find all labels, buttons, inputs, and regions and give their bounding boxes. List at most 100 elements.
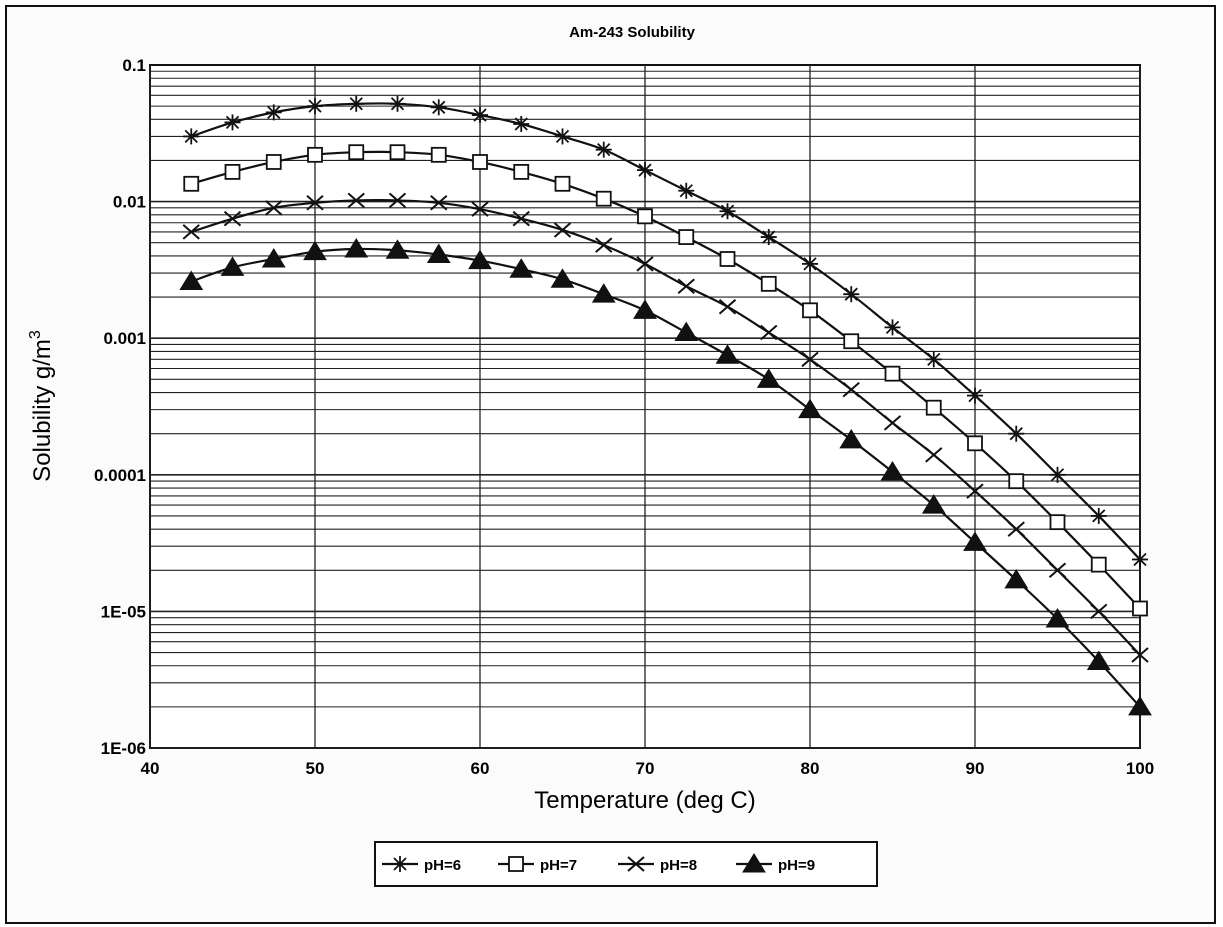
data-point-ph8 [1007, 521, 1025, 537]
data-point-ph9 [550, 268, 575, 288]
data-point-ph7 [760, 275, 777, 292]
data-point-ph6 [430, 99, 447, 116]
data-point-ph7 [967, 435, 983, 452]
data-point-ph8 [925, 447, 943, 463]
data-point-ph7 [1008, 473, 1025, 490]
data-point-ph8 [801, 351, 819, 368]
data-point-ph7 [637, 208, 653, 225]
data-point-ph6 [678, 182, 695, 199]
data-point-ph7 [224, 163, 241, 180]
data-point-ph8 [842, 381, 860, 398]
data-point-ph9 [715, 344, 740, 364]
data-point-ph8 [636, 256, 654, 272]
data-point-ph8 [1090, 603, 1108, 620]
x-tick-label: 60 [471, 759, 490, 778]
data-point-ph6 [554, 128, 571, 145]
data-point-ph8 [718, 298, 737, 315]
data-point-ph9 [509, 258, 534, 278]
data-point-ph7 [925, 399, 942, 416]
data-point-ph9 [591, 283, 616, 303]
data-point-ph9 [674, 321, 699, 342]
data-point-ph8 [1048, 562, 1067, 579]
x-axis-label: Temperature (deg C) [534, 787, 755, 814]
data-point-ph9 [963, 531, 987, 551]
data-point-ph9 [1045, 608, 1070, 628]
data-point-ph9 [1086, 650, 1111, 670]
legend-label-ph7: pH=7 [540, 857, 577, 874]
data-point-ph7 [307, 146, 323, 163]
data-point-ph6 [265, 104, 282, 121]
data-point-ph6 [884, 319, 901, 336]
data-point-ph6 [1090, 507, 1107, 524]
data-point-ph8 [677, 278, 695, 295]
x-tick-label: 90 [966, 759, 985, 778]
data-point-ph7 [843, 333, 860, 350]
data-point-ph6 [760, 229, 777, 246]
x-tick-label: 40 [141, 759, 160, 778]
data-point-ph9 [880, 460, 905, 481]
data-point-ph8 [966, 483, 984, 499]
data-point-ph6 [472, 107, 488, 124]
data-point-ph7 [719, 251, 736, 267]
data-point-ph9 [468, 249, 492, 270]
data-point-ph8 [347, 192, 365, 209]
x-tick-label: 100 [1126, 759, 1154, 778]
y-tick-label: 1E-05 [101, 602, 146, 621]
x-tick-label: 50 [306, 759, 325, 778]
data-point-ph8 [1131, 647, 1149, 663]
data-point-ph7 [884, 365, 901, 382]
data-point-ph9 [756, 368, 781, 388]
data-point-ph9 [426, 243, 451, 263]
data-point-ph6 [637, 162, 653, 179]
data-point-ph9 [303, 240, 327, 261]
data-point-ph6 [389, 95, 406, 112]
x-axis-ticks: 40 50 60 70 80 90 100 [141, 759, 1155, 778]
y-tick-label: 0.001 [103, 329, 146, 348]
data-point-ph6 [307, 98, 323, 115]
data-point-ph7 [183, 175, 200, 192]
data-point-ph6 [1008, 425, 1025, 442]
y-tick-label: 0.1 [122, 56, 146, 75]
legend-label-ph8: pH=8 [660, 857, 697, 874]
data-point-ph8 [306, 195, 324, 211]
data-point-ph6 [1132, 551, 1148, 568]
data-point-ph6 [967, 387, 983, 404]
data-point-ph8 [471, 201, 489, 217]
data-point-ph9 [633, 299, 657, 319]
data-point-ph8 [553, 222, 572, 238]
chart-title: Am-243 Solubility [569, 24, 696, 41]
data-point-ph7 [265, 154, 282, 170]
data-point-ph6 [224, 114, 241, 131]
data-point-ph7 [513, 163, 530, 180]
data-point-ph6 [513, 115, 530, 132]
data-point-ph6 [719, 203, 736, 220]
data-point-ph8 [223, 210, 242, 227]
x-tick-label: 80 [801, 759, 820, 778]
data-point-ph9 [385, 239, 410, 259]
x-tick-label: 70 [636, 759, 655, 778]
y-tick-label: 0.01 [113, 193, 146, 212]
data-markers [179, 95, 1152, 716]
legend-marker-ph9 [742, 853, 766, 873]
legend-marker-ph8 [627, 856, 645, 872]
y-tick-label: 0.0001 [94, 466, 146, 485]
legend-marker-ph6 [392, 856, 408, 872]
y-tick-label: 1E-06 [101, 739, 146, 758]
y-axis-label: Solubility g/m3 [27, 330, 56, 482]
data-point-ph8 [430, 195, 448, 211]
data-point-ph9 [798, 398, 822, 419]
y-axis-label-main: Solubility g/m [29, 339, 56, 482]
y-axis-label-superscript: 3 [27, 330, 44, 339]
data-point-ph7 [595, 190, 612, 207]
data-point-ph6 [843, 286, 860, 303]
legend-marker-ph7 [508, 856, 524, 872]
data-point-ph6 [925, 351, 942, 368]
data-point-ph6 [183, 128, 200, 145]
data-point-ph8 [512, 210, 530, 227]
data-point-ph7 [678, 229, 695, 245]
data-point-ph9 [1128, 695, 1152, 716]
data-point-ph9 [344, 238, 369, 258]
data-point-ph6 [348, 95, 365, 112]
data-point-ph9 [220, 256, 245, 276]
